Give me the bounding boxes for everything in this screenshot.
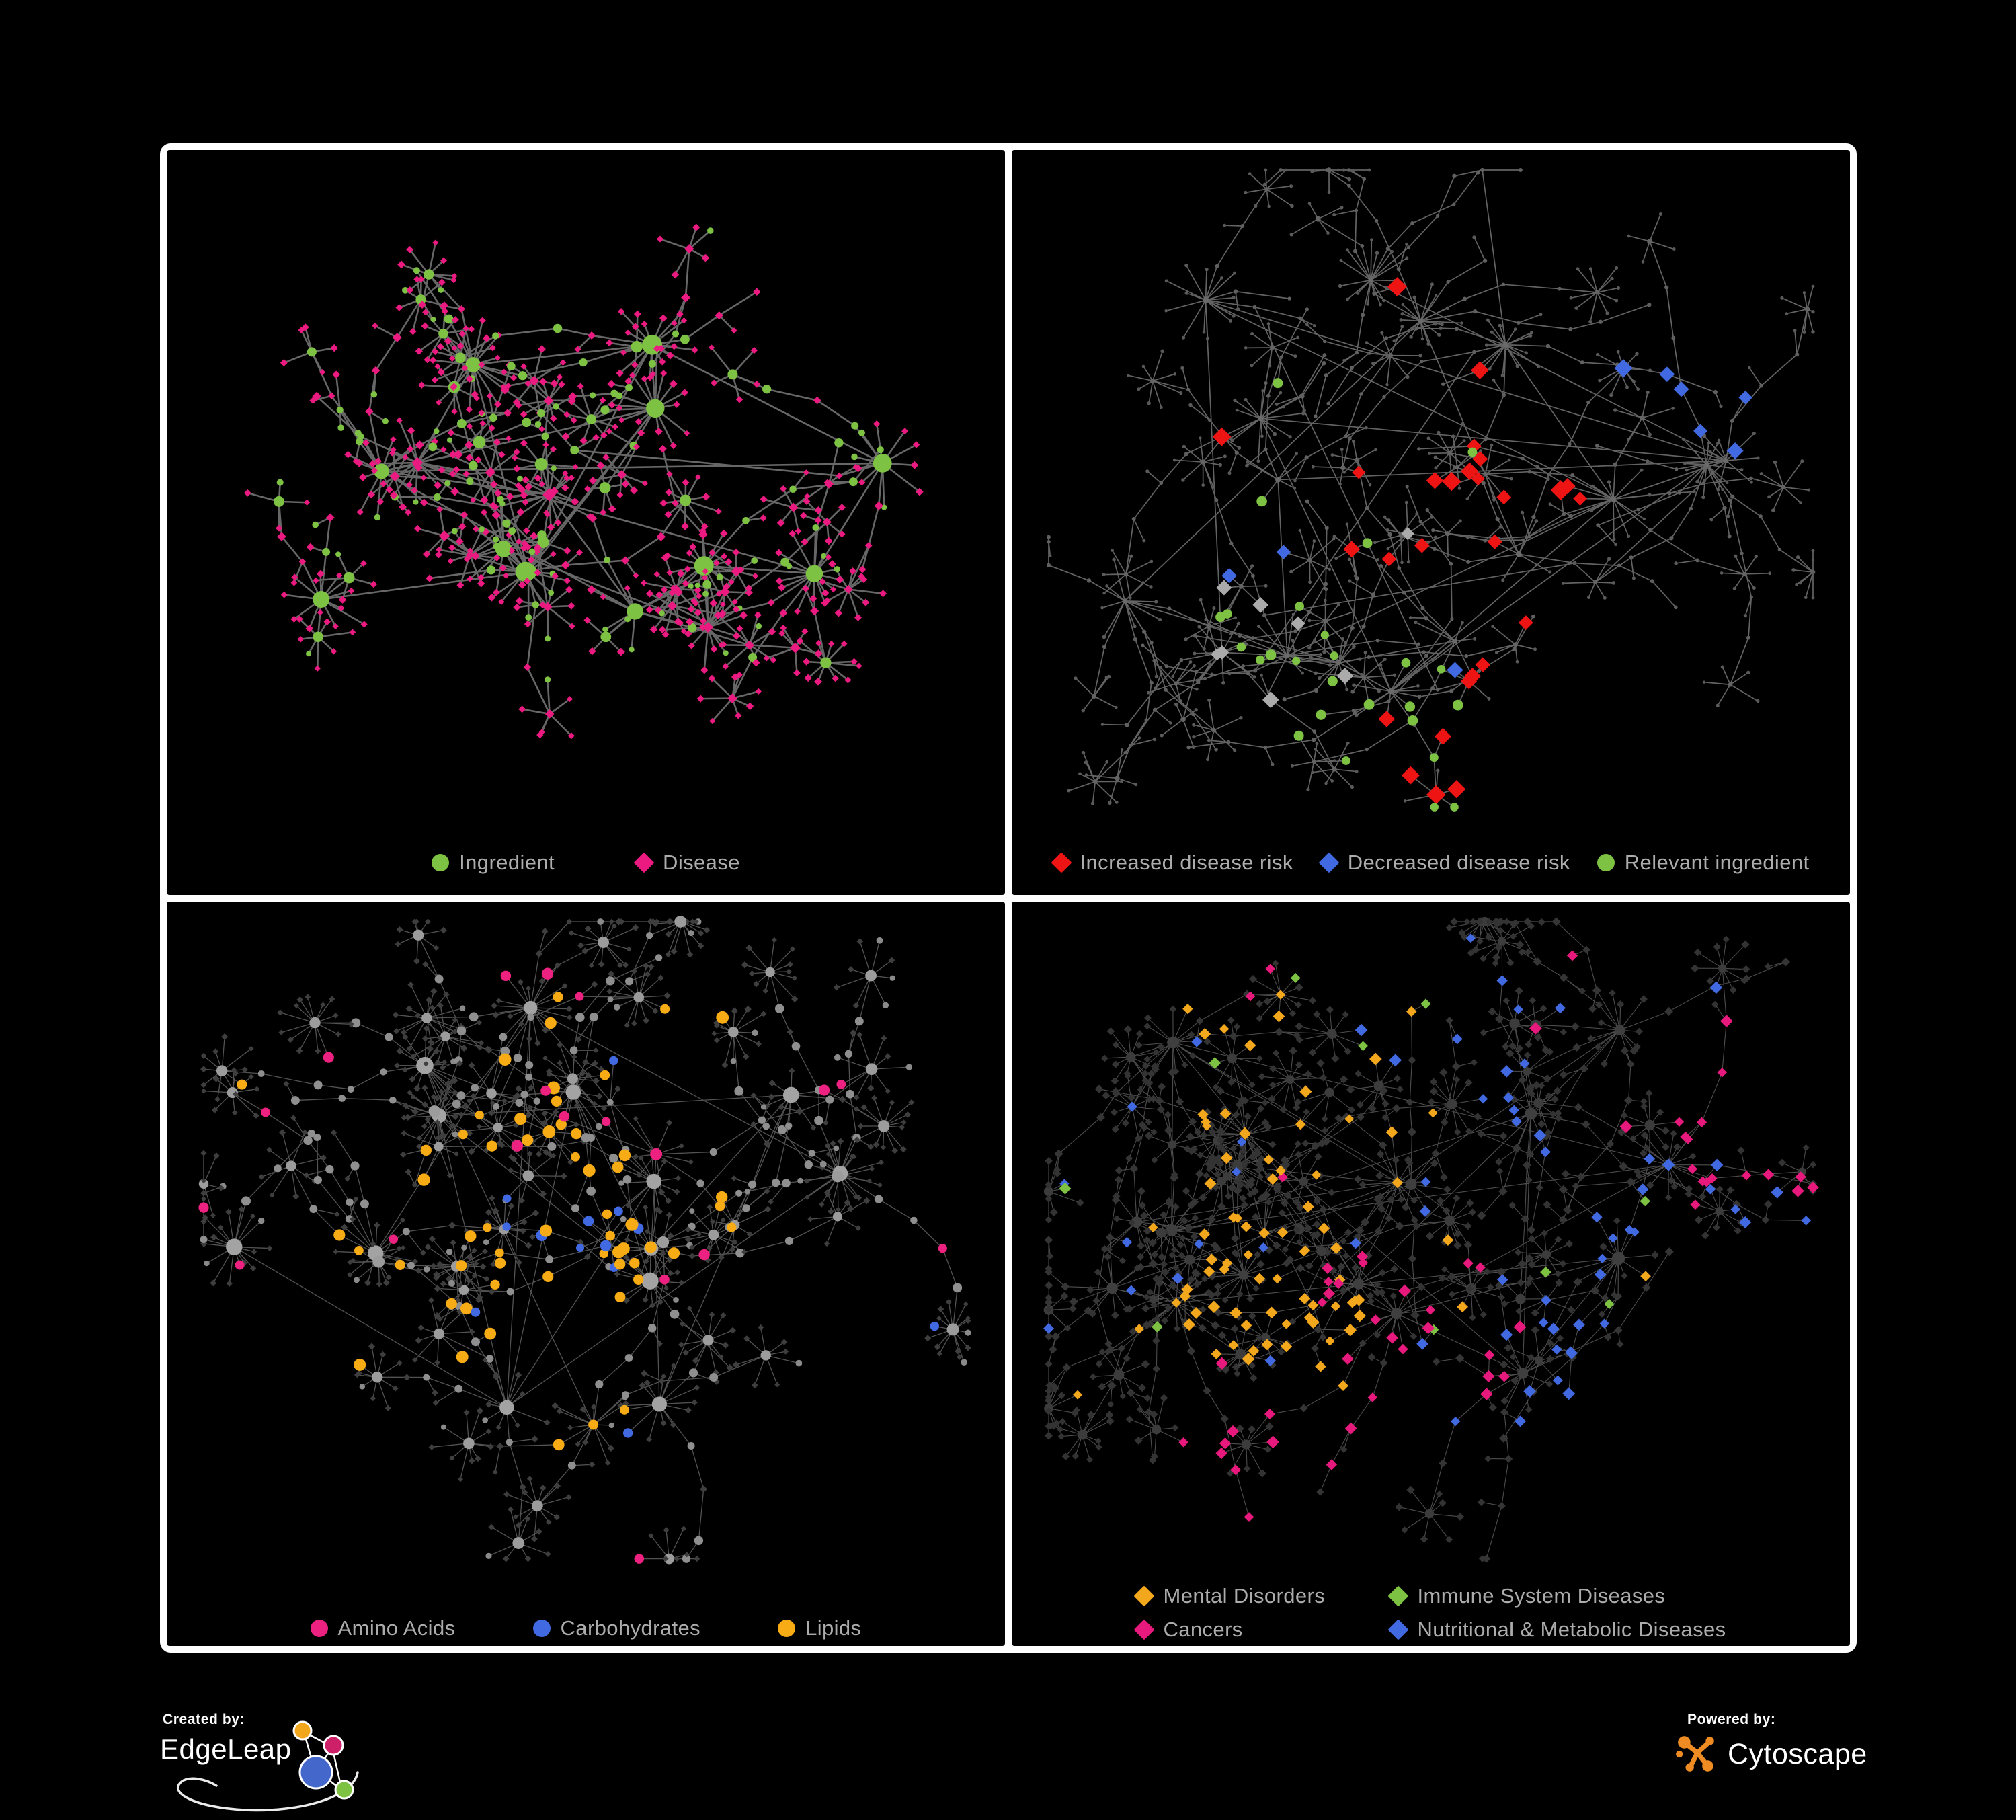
powered-by-block: Powered by: Cytoscape <box>1675 1708 1971 1795</box>
legend-label: Immune System Diseases <box>1417 1584 1666 1608</box>
panel-disease-risk: Increased disease risk Decreased disease … <box>1012 150 1850 895</box>
edges-layer <box>203 920 969 1559</box>
legend-item-lipids: Lipids <box>778 1615 861 1642</box>
relevant-ingredient-circle-marker-icon <box>1597 853 1615 871</box>
legend-ingredient-disease: Ingredient Disease <box>167 849 1005 876</box>
edges-layer <box>1048 169 1814 808</box>
legend-label: Lipids <box>805 1616 862 1640</box>
legend-label: Relevant ingredient <box>1624 850 1810 874</box>
legend-item-mental-disorders: Mental Disorders <box>1133 1583 1389 1610</box>
edges-layer <box>247 226 921 737</box>
legend-item-immune-system-diseases: Immune System Diseases <box>1387 1583 1726 1610</box>
legend-items: Amino Acids Carbohydrates Lipids <box>310 1615 862 1642</box>
panel-disease-classes: Mental Disorders Immune System Diseases Ca… <box>1012 901 1850 1646</box>
legend-item-ingredient: Ingredient <box>432 849 555 876</box>
base-nodes-layer <box>243 223 924 740</box>
mental-disorders-diamond-marker-icon <box>1133 1585 1156 1607</box>
ingredient-circle-marker-icon <box>432 853 450 871</box>
amino-acids-circle-marker-icon <box>310 1620 328 1637</box>
increased-disease-risk-diamond-marker-icon <box>1050 851 1072 873</box>
panel-ingredient-disease: Ingredient Disease <box>167 150 1005 895</box>
legend-item-amino-acids: Amino Acids <box>310 1615 456 1642</box>
nutritional-metabolic-diseases-diamond-marker-icon <box>1387 1619 1410 1640</box>
legend-item-disease: Disease <box>633 849 740 876</box>
created-by-block: Created by: EdgeLeap <box>159 1708 387 1818</box>
legend-label: Carbohydrates <box>560 1616 701 1640</box>
lipids-circle-marker-icon <box>778 1620 796 1637</box>
legend-label: Decreased disease risk <box>1347 850 1570 874</box>
base-nodes-layer <box>1043 916 1817 1563</box>
legend-item-cancers: Cancers <box>1133 1616 1389 1643</box>
legend-label: Ingredient <box>459 850 555 874</box>
cytoscape-brand: Cytoscape <box>1728 1737 1867 1770</box>
network-ingredient-disease-graph <box>243 223 924 740</box>
carbohydrates-circle-marker-icon <box>532 1620 551 1637</box>
network-nutrient-classes-graph <box>198 915 971 1564</box>
legend-label: Disease <box>663 850 740 874</box>
highlight-nodes-layer <box>1043 933 1819 1522</box>
cancers-diamond-marker-icon <box>1133 1619 1156 1640</box>
network-disease-classes-graph <box>1043 916 1819 1563</box>
highlight-nodes-layer <box>198 967 947 1564</box>
legend-item-decreased-disease-risk: Decreased disease risk <box>1318 849 1570 876</box>
created-by-label: Created by: <box>163 1712 245 1727</box>
powered-by-label: Powered by: <box>1687 1712 1776 1727</box>
immune-system-diseases-diamond-marker-icon <box>1387 1585 1410 1607</box>
legend-label: Cancers <box>1163 1618 1243 1641</box>
edgeleap-logo <box>177 1720 359 1812</box>
legend-items: Increased disease risk Decreased disease … <box>1050 849 1810 876</box>
legend-disease-risk: Increased disease risk Decreased disease … <box>1012 849 1850 876</box>
edgeleap-brand: EdgeLeap <box>160 1733 292 1765</box>
legend-item-increased-disease-risk: Increased disease risk <box>1050 849 1293 876</box>
panel-grid: Ingredient Disease Increased disease risk… <box>160 143 1857 1653</box>
legend-item-relevant-ingredient: Relevant ingredient <box>1597 849 1810 876</box>
legend-item-nutritional-metabolic-diseases: Nutritional & Metabolic Diseases <box>1387 1616 1726 1643</box>
legend-nutrient-classes: Amino Acids Carbohydrates Lipids <box>167 1615 1005 1642</box>
base-nodes-layer <box>198 915 971 1564</box>
legend-disease-classes: Mental Disorders Immune System Diseases Ca… <box>1012 1583 1850 1643</box>
legend-label: Mental Disorders <box>1163 1584 1326 1608</box>
cytoscape-logo <box>1676 1736 1714 1772</box>
network-disease-risk-graph <box>1046 167 1816 812</box>
legend-label: Nutritional & Metabolic Diseases <box>1417 1618 1726 1641</box>
edges-layer <box>1048 920 1814 1559</box>
disease-diamond-marker-icon <box>633 851 655 873</box>
legend-item-carbohydrates: Carbohydrates <box>532 1615 701 1642</box>
panel-nutrient-classes: Amino Acids Carbohydrates Lipids <box>167 901 1005 1646</box>
legend-label: Amino Acids <box>337 1616 456 1640</box>
legend-items: Ingredient Disease <box>432 849 740 876</box>
legend-label: Increased disease risk <box>1080 850 1293 874</box>
decreased-disease-risk-diamond-marker-icon <box>1318 851 1340 873</box>
base-nodes-layer <box>1046 167 1816 805</box>
legend-items: Mental Disorders Immune System Diseases Ca… <box>1133 1583 1726 1643</box>
